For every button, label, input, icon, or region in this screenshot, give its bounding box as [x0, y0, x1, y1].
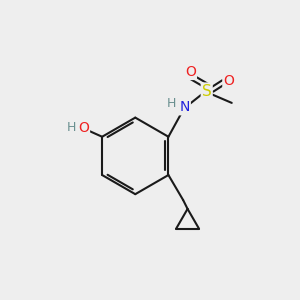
Text: N: N — [179, 100, 190, 114]
Text: H: H — [167, 97, 176, 110]
Text: S: S — [202, 84, 211, 99]
Text: O: O — [224, 74, 234, 88]
Text: O: O — [78, 121, 89, 135]
Text: O: O — [185, 65, 196, 79]
Text: H: H — [67, 122, 76, 134]
